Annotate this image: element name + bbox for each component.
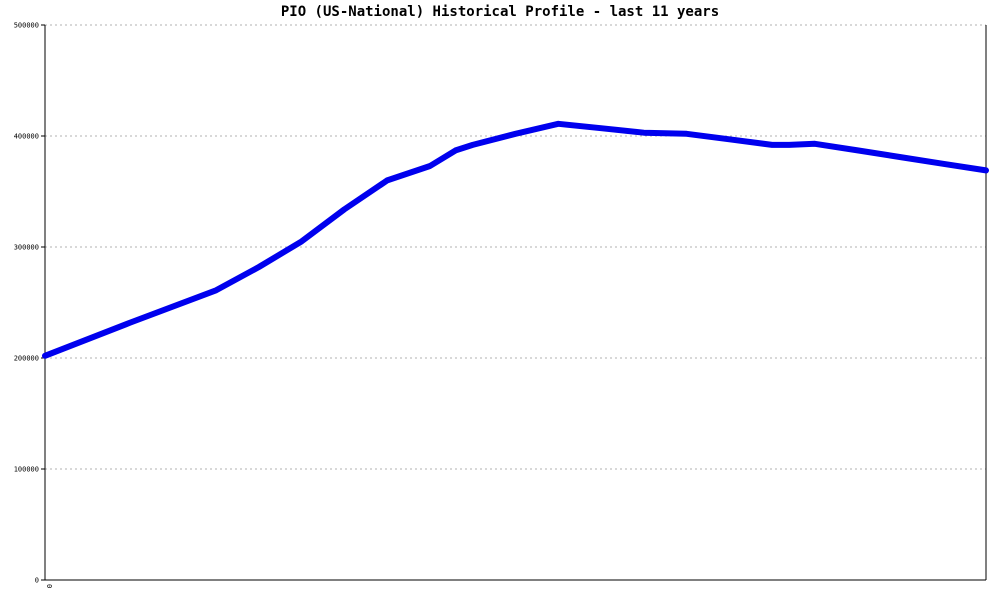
series-layer <box>42 120 989 359</box>
y-tick-label-0: 0 <box>35 577 39 585</box>
grid-layer <box>45 24 986 470</box>
chart-title: PIO (US-National) Historical Profile - l… <box>280 4 720 20</box>
y-tick-label-4: 400000 <box>14 133 39 141</box>
y-tick-label-2: 200000 <box>14 355 39 363</box>
x-tick-label-0: 0 <box>45 584 53 588</box>
y-tick-label-1: 100000 <box>14 466 39 474</box>
y-tick-label-5: 500000 <box>14 22 39 30</box>
y-tick-label-3: 300000 <box>14 244 39 252</box>
series-line-0 <box>42 120 989 359</box>
axis-layer <box>44 25 987 581</box>
tick-layer: 0 100000 200000 300000 400000 500000 0 <box>14 22 53 589</box>
